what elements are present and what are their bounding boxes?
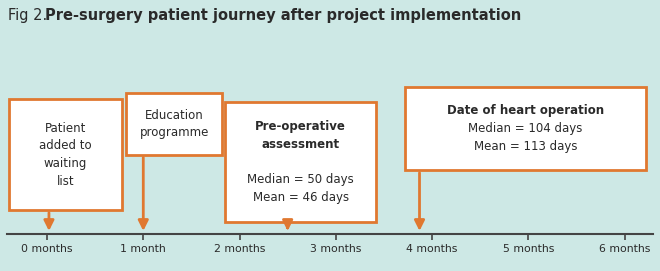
Bar	[225, 102, 376, 222]
Text: Fig 2.: Fig 2.	[8, 8, 51, 23]
Text: programme: programme	[139, 126, 209, 139]
Text: Median = 50 days: Median = 50 days	[248, 173, 354, 186]
Text: assessment: assessment	[261, 138, 340, 151]
Text: Pre-operative: Pre-operative	[255, 120, 346, 133]
Text: waiting: waiting	[44, 157, 87, 170]
Text: Mean = 113 days: Mean = 113 days	[474, 140, 577, 153]
Text: Patient: Patient	[45, 122, 86, 135]
Text: Date of heart operation: Date of heart operation	[447, 104, 604, 117]
Bar	[126, 93, 222, 154]
Text: Mean = 46 days: Mean = 46 days	[253, 191, 348, 204]
Text: added to: added to	[39, 139, 92, 152]
Bar	[405, 87, 645, 170]
Text: Education: Education	[145, 109, 203, 121]
Bar	[9, 99, 122, 210]
Text: Median = 104 days: Median = 104 days	[468, 122, 583, 135]
Text: Pre-surgery patient journey after project implementation: Pre-surgery patient journey after projec…	[45, 8, 521, 23]
Text: list: list	[57, 175, 74, 188]
